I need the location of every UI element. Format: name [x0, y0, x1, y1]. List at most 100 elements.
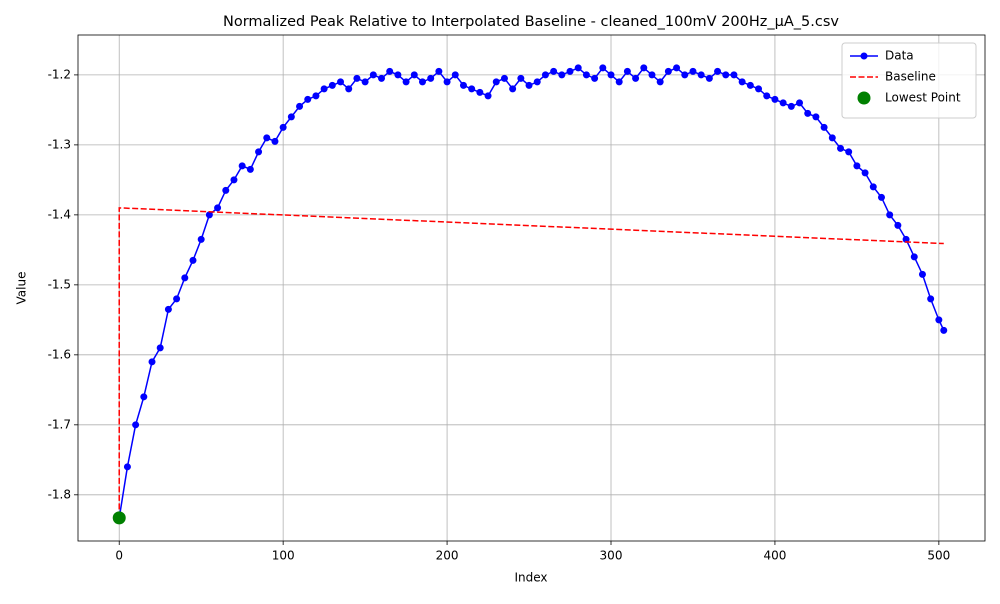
data-point [697, 71, 705, 79]
data-point [656, 78, 664, 86]
data-point [459, 81, 467, 89]
data-point [664, 67, 672, 75]
data-point [940, 326, 948, 334]
data-point [796, 99, 804, 107]
data-point [173, 295, 181, 303]
data-point [451, 71, 459, 79]
data-point [722, 71, 730, 79]
data-point [378, 74, 386, 82]
data-point [738, 78, 746, 86]
data-point [615, 78, 623, 86]
data-point [533, 78, 541, 86]
data-point [623, 67, 631, 75]
data-point [500, 74, 508, 82]
data-point [566, 67, 574, 75]
data-point [574, 64, 582, 72]
data-point [550, 67, 558, 75]
data-point [304, 95, 312, 103]
data-point [755, 85, 763, 93]
data-point [296, 102, 304, 110]
legend-marker [860, 52, 868, 60]
data-point [763, 92, 771, 100]
data-point [787, 102, 795, 110]
data-point [517, 74, 525, 82]
data-point [910, 253, 918, 261]
legend-label: Data [885, 49, 914, 63]
data-point [402, 78, 410, 86]
y-tick-label: -1.6 [48, 347, 71, 361]
data-point [427, 74, 435, 82]
data-point [673, 64, 681, 72]
x-tick-label: 0 [115, 549, 123, 563]
y-tick-label: -1.5 [48, 277, 71, 291]
data-point [386, 67, 394, 75]
data-point [271, 137, 279, 145]
data-point [877, 193, 885, 201]
data-point [558, 71, 566, 79]
data-point [771, 95, 779, 103]
data-point [140, 393, 148, 401]
data-point [410, 71, 418, 79]
series-line [118, 207, 944, 518]
x-tick-label: 300 [600, 549, 623, 563]
data-point [484, 92, 492, 100]
y-tick-label: -1.3 [48, 137, 71, 151]
data-point [418, 78, 426, 86]
data-point [902, 235, 910, 243]
y-tick-label: -1.2 [48, 67, 71, 81]
data-point [836, 144, 844, 152]
data-point [156, 344, 164, 352]
data-point [845, 148, 853, 156]
data-point [246, 165, 254, 173]
data-point [394, 71, 402, 79]
data-point [607, 71, 615, 79]
data-point [189, 256, 197, 264]
data-point [812, 113, 820, 121]
y-tick-label: -1.4 [48, 207, 71, 221]
data-point [869, 183, 877, 191]
data-point [746, 81, 754, 89]
data-point [123, 463, 131, 471]
data-point [312, 92, 320, 100]
data-point [861, 169, 869, 177]
data-point [689, 67, 697, 75]
data-point [918, 270, 926, 278]
data-point [705, 74, 713, 82]
data-point [337, 78, 345, 86]
data-point [648, 71, 656, 79]
data-point [214, 204, 222, 212]
data-point [640, 64, 648, 72]
data-point [714, 67, 722, 75]
data-point [935, 316, 943, 324]
y-tick-label: -1.8 [48, 487, 71, 501]
data-point [435, 67, 443, 75]
data-point [894, 221, 902, 229]
data-point [164, 305, 172, 313]
data-point [492, 78, 500, 86]
data-point [255, 148, 263, 156]
legend-marker [857, 91, 871, 105]
data-point [591, 74, 599, 82]
data-point [730, 71, 738, 79]
data-point [230, 176, 238, 184]
data-point [238, 162, 246, 170]
data-point [181, 274, 189, 282]
data-point [287, 113, 295, 121]
data-point [279, 123, 287, 131]
data-point [828, 134, 836, 142]
data-point [525, 81, 533, 89]
data-point [632, 74, 640, 82]
data-point [853, 162, 861, 170]
legend-label: Baseline [885, 70, 936, 84]
data-point [328, 81, 336, 89]
data-point [345, 85, 353, 93]
data-point [779, 99, 787, 107]
legend-label: Lowest Point [885, 91, 961, 105]
x-tick-label: 200 [436, 549, 459, 563]
data-point [541, 71, 549, 79]
data-point [320, 85, 328, 93]
data-point [263, 134, 271, 142]
data-point [132, 421, 140, 429]
data-point [148, 358, 156, 366]
